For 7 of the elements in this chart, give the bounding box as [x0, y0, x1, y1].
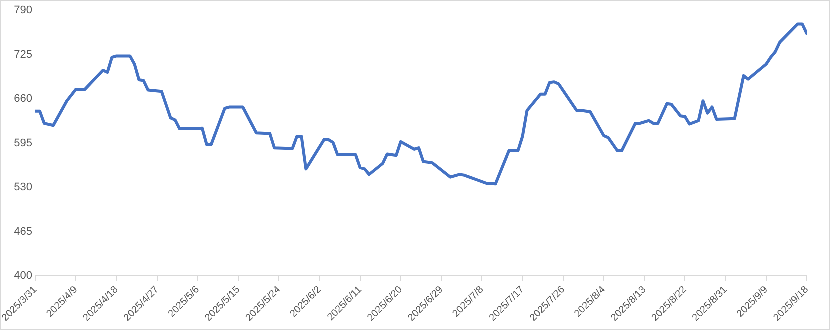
y-tick-label: 725 [14, 48, 32, 61]
y-tick-label: 465 [14, 226, 32, 238]
y-tick-label: 595 [14, 137, 32, 150]
y-tick-label: 790 [14, 4, 32, 17]
y-tick-label: 400 [14, 270, 32, 282]
y-tick-label: 660 [14, 93, 32, 106]
y-tick-label: 530 [14, 182, 32, 194]
